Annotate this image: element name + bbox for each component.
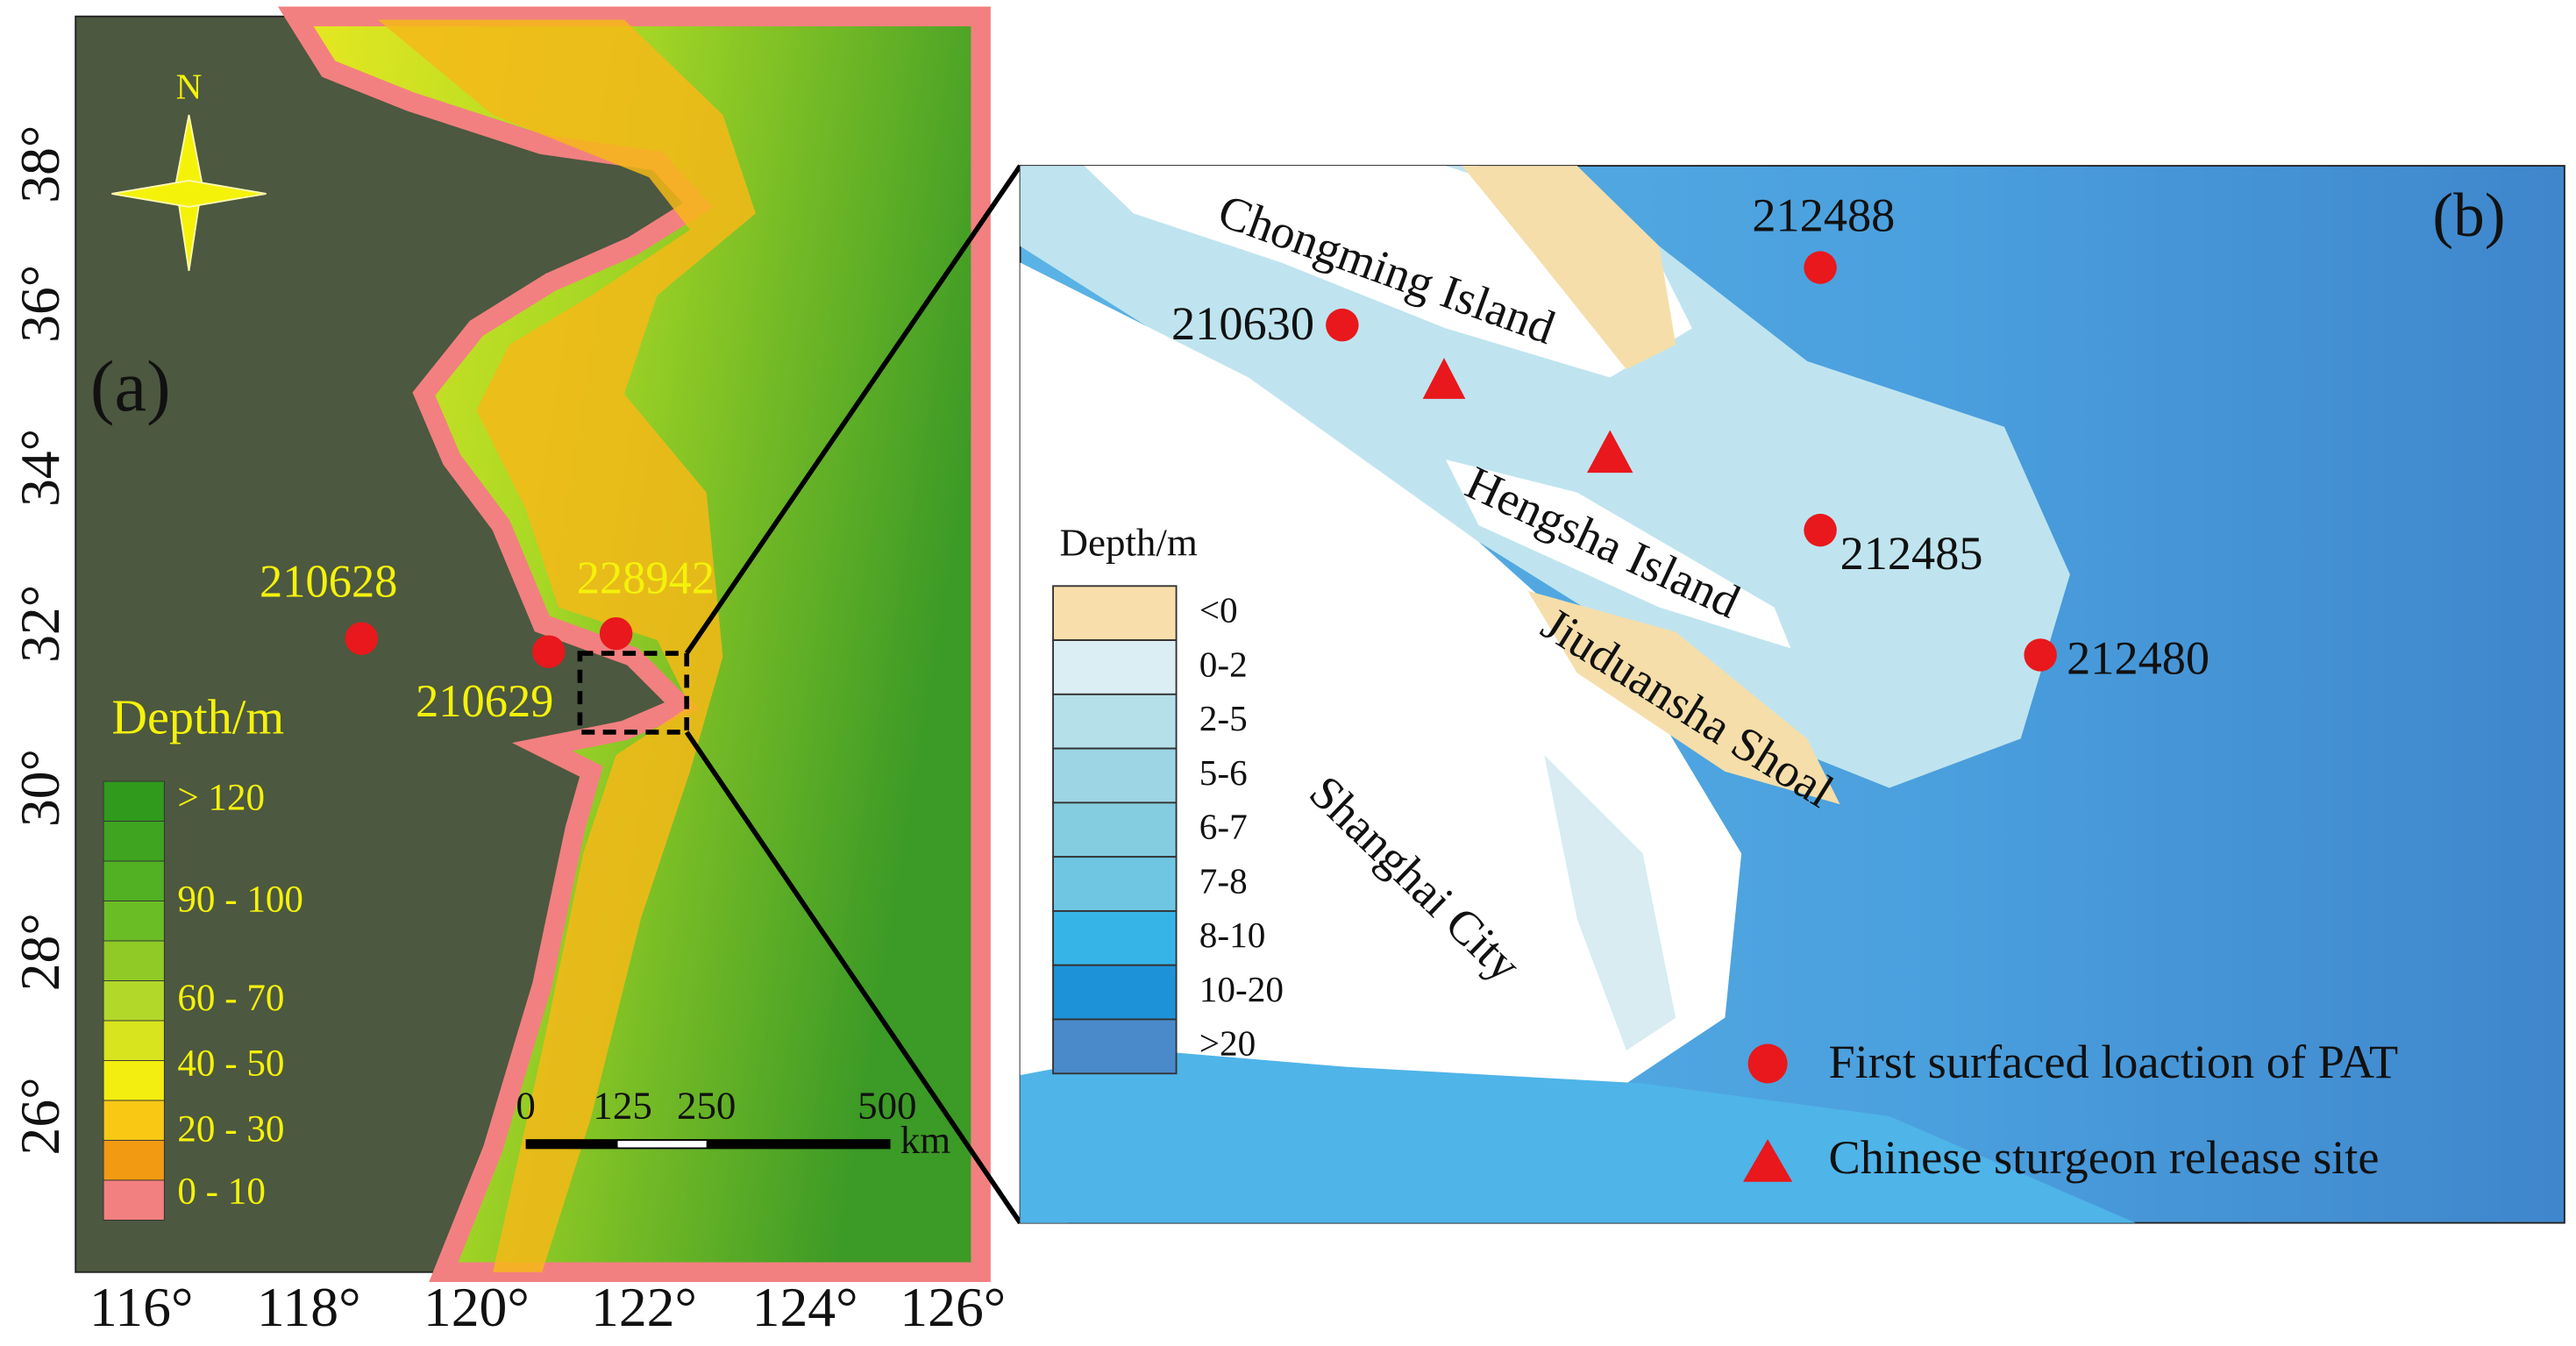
legend-label: 20 - 30 (177, 1109, 284, 1150)
y-tick-label: 30° (9, 749, 71, 827)
legend-label: 60 - 70 (177, 978, 284, 1019)
legend-swatch (1052, 693, 1178, 750)
legend-label: 0-2 (1199, 644, 1248, 684)
legend-swatch (1052, 856, 1178, 912)
chongming-island (1462, 166, 1676, 370)
scale-label: 125 (593, 1084, 651, 1128)
legend-label: <0 (1199, 590, 1238, 630)
x-tick-label: 118° (257, 1276, 361, 1338)
legend-title: Depth/m (1060, 521, 1198, 565)
release-site (1422, 358, 1466, 399)
zoom-line (684, 164, 1022, 655)
legend-label: 2-5 (1199, 698, 1248, 738)
point-label: 228942 (577, 553, 715, 604)
y-tick-label: 28° (9, 913, 71, 991)
legend-swatch (103, 780, 165, 823)
legend-swatch (103, 940, 165, 981)
point-label: 212485 (1840, 527, 1983, 580)
point-label: 210630 (1171, 297, 1314, 350)
y-tick-label: 26° (9, 1077, 71, 1155)
legend-swatch (103, 980, 165, 1022)
x-tick-label: 126° (900, 1276, 1006, 1338)
point-label: 212480 (2067, 632, 2210, 685)
y-tick-label: 34° (9, 429, 71, 507)
legend-swatch (103, 1020, 165, 1061)
zoom-line (684, 730, 1022, 1225)
legend-swatch (1052, 1018, 1178, 1075)
tag-location (2024, 638, 2057, 672)
scale-label: 0 (516, 1084, 535, 1128)
legend-swatch (103, 901, 165, 942)
legend-swatch (103, 1059, 165, 1101)
legend-swatch (1052, 585, 1178, 641)
legend-label: 5-6 (1199, 752, 1248, 793)
tag-location (1804, 251, 1837, 284)
legend-swatch (1052, 909, 1178, 966)
scale-unit: km (900, 1118, 950, 1162)
y-tick-label: 36° (9, 265, 71, 343)
legend-swatch (103, 1139, 165, 1181)
jiuduansha-shoal (1527, 590, 1840, 805)
key-triangle (1743, 1139, 1793, 1182)
legend-label: 6-7 (1199, 807, 1248, 847)
shallow-band (377, 19, 756, 1272)
panel-label: (b) (2432, 182, 2505, 250)
tag-location (1326, 308, 1359, 342)
legend-label: 0 - 10 (177, 1172, 266, 1213)
tag-location (345, 622, 378, 655)
scale-bar (525, 1139, 891, 1150)
legend-label: >20 (1199, 1023, 1256, 1064)
x-tick-label: 120° (423, 1276, 530, 1338)
y-tick-label: 38° (9, 125, 71, 203)
point-label: 212488 (1752, 189, 1895, 241)
point-label: 210628 (260, 556, 397, 607)
legend-label: > 120 (177, 777, 265, 818)
legend-swatch (103, 821, 165, 862)
shallow-sea (1020, 1050, 2136, 1223)
x-tick-label: 122° (591, 1276, 697, 1338)
x-tick-label: 124° (752, 1276, 858, 1338)
shoal (1544, 755, 1676, 1051)
hengsha-island (1445, 459, 1791, 649)
panel-label: (a) (90, 346, 170, 426)
scale-label: 250 (677, 1084, 736, 1128)
north-label: N (176, 66, 203, 106)
legend-swatch (1052, 639, 1178, 695)
tag-location (599, 616, 633, 651)
legend-swatch (103, 860, 165, 901)
legend-title: Depth/m (111, 691, 284, 745)
panel-a: N (a) Depth/m 116° 118° 120° 122° 124° 126° 26… (9, 6, 1006, 1338)
point-label: 210629 (416, 676, 553, 727)
key-label: Chinese sturgeon release site (1828, 1131, 2379, 1184)
legend-swatch (1052, 964, 1178, 1021)
legend-swatch (103, 1100, 165, 1141)
shanghai-land (1020, 262, 1742, 1223)
legend-label: 8-10 (1199, 915, 1266, 955)
tag-location (532, 635, 566, 668)
legend-label: 10-20 (1199, 969, 1284, 1009)
legend-swatch (1052, 801, 1178, 858)
north-arrow (111, 114, 267, 272)
legend-label: 7-8 (1199, 860, 1248, 901)
legend-label: 90 - 100 (177, 879, 303, 920)
tag-location (1804, 513, 1837, 547)
zoom-box (577, 651, 690, 735)
panel-b: (b) Depth/m <0 0-2 2-5 5-6 6-7 7-8 8-10 10-20 >2… (1019, 165, 2565, 1224)
y-tick-label: 32° (9, 585, 71, 663)
x-tick-label: 116° (89, 1276, 194, 1338)
key-circle (1747, 1043, 1788, 1084)
release-site (1587, 430, 1633, 474)
legend-swatch (103, 1179, 165, 1221)
key-label: First surfaced loaction of PAT (1828, 1036, 2398, 1088)
legend-swatch (1052, 747, 1178, 804)
scale-label: 500 (857, 1084, 916, 1128)
legend-label: 40 - 50 (177, 1043, 284, 1085)
shoal (1020, 166, 2070, 788)
